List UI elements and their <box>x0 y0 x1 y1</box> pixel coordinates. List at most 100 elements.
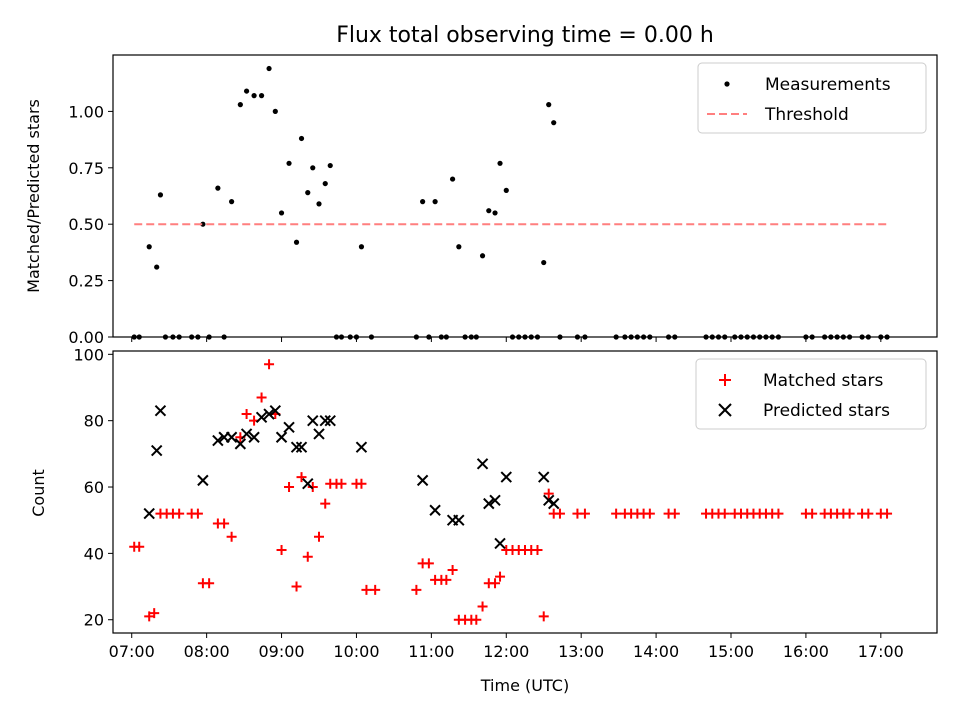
x-tick-label: 10:00 <box>333 642 379 661</box>
matched-star-point <box>302 551 313 562</box>
matched-star-point <box>844 508 855 519</box>
matched-star-point <box>863 508 874 519</box>
measurement-point <box>272 108 278 114</box>
x-tick-label: 07:00 <box>109 642 155 661</box>
measurement-point <box>582 334 588 340</box>
measurement-point <box>468 334 474 340</box>
measurement-point <box>884 334 890 340</box>
measurement-point <box>715 334 722 340</box>
bottom-legend-box <box>695 358 927 430</box>
y-tick-label: 0.75 <box>68 159 104 178</box>
measurement-point <box>368 334 375 340</box>
measurement-point <box>665 334 672 340</box>
top-panel: 0.00 0.25 0.50 0.75 1.00 Matched/Predicted s… <box>24 54 938 347</box>
measurement-point <box>509 334 516 340</box>
measurement-point <box>206 334 212 340</box>
matched-star-point <box>307 482 318 493</box>
matched-star-point <box>296 472 307 483</box>
measurement-point <box>195 334 201 340</box>
legend-measurements-marker <box>724 81 730 87</box>
x-tick-label: 17:00 <box>858 642 904 661</box>
matched-star-point <box>611 508 622 519</box>
measurement-point <box>551 120 557 126</box>
measurement-point <box>486 208 492 214</box>
measurement-point <box>413 334 419 340</box>
legend-matched-label: Matched stars <box>763 371 883 391</box>
measurement-point <box>847 334 853 340</box>
predicted-star-point <box>240 428 253 440</box>
measurement-point <box>634 334 640 340</box>
chart-title: Flux total observing time = 0.00 h <box>336 23 714 48</box>
matched-star-point <box>361 584 372 595</box>
measurement-point <box>878 334 884 340</box>
matched-star-point <box>256 392 267 403</box>
measurement-point <box>200 221 206 227</box>
predicted-star-point <box>313 428 325 440</box>
predicted-star-point <box>154 405 167 417</box>
predicted-star-point <box>143 507 155 520</box>
predicted-star-point <box>234 438 247 450</box>
predicted-star-point <box>538 471 550 483</box>
measurement-point <box>215 185 221 191</box>
predicted-star-point <box>283 421 295 434</box>
matched-star-point <box>719 508 730 519</box>
measurement-point <box>327 162 333 169</box>
predicted-star-point <box>212 434 224 447</box>
measurement-point <box>546 102 552 108</box>
matched-star-point <box>644 508 655 519</box>
measurement-point <box>647 334 653 340</box>
legend-matched-marker <box>719 374 731 386</box>
matched-star-point <box>314 531 324 542</box>
matched-star-point <box>882 508 893 519</box>
matched-star-point <box>284 482 295 493</box>
x-tick-label: 16:00 <box>783 642 829 661</box>
bottom-x-axis-label: Time (UTC) <box>480 676 569 695</box>
matched-star-point <box>447 564 458 575</box>
measurement-point <box>438 334 444 340</box>
matched-star-point <box>579 508 590 519</box>
matched-star-point <box>219 518 230 529</box>
measurement-point <box>834 334 840 340</box>
measurement-point <box>266 65 272 72</box>
measurement-point <box>420 199 426 205</box>
legend-predicted-marker <box>718 403 732 417</box>
measurement-point <box>492 210 498 216</box>
measurement-point <box>641 334 647 340</box>
matched-star-point <box>441 574 452 585</box>
top-data-marks <box>131 65 890 340</box>
measurement-point <box>258 93 265 99</box>
y-tick-label: 60 <box>84 478 104 497</box>
matched-star-point <box>192 508 203 519</box>
predicted-star-point <box>290 441 303 453</box>
measurement-point <box>703 334 709 340</box>
measurement-point <box>613 334 619 340</box>
matched-star-point <box>554 508 565 519</box>
x-tick-label: 11:00 <box>408 642 454 661</box>
matched-star-point <box>264 359 275 370</box>
predicted-star-point <box>548 497 560 510</box>
measurement-point <box>353 334 360 340</box>
measurement-point <box>750 334 757 340</box>
matched-star-point <box>411 584 422 595</box>
predicted-star-point <box>255 411 268 424</box>
legend-predicted-label: Predicted stars <box>763 401 890 421</box>
matched-star-point <box>134 541 145 552</box>
matched-star-point <box>320 498 331 509</box>
measurement-point <box>775 334 782 340</box>
y-tick-label: 100 <box>73 345 104 364</box>
legend-threshold-label: Threshold <box>764 105 849 125</box>
matched-star-point <box>807 508 818 519</box>
measurement-point <box>722 334 728 340</box>
measurement-point <box>541 259 547 266</box>
x-tick-label: 12:00 <box>483 642 529 661</box>
predicted-star-point <box>248 431 260 443</box>
y-tick-label: 80 <box>84 412 104 431</box>
measurement-point <box>574 334 581 340</box>
measurement-point <box>278 210 285 216</box>
measurement-point <box>426 334 432 340</box>
predicted-star-point <box>476 458 489 470</box>
matched-star-point <box>356 478 367 489</box>
measurement-point <box>298 135 305 142</box>
matched-star-point <box>477 601 488 612</box>
